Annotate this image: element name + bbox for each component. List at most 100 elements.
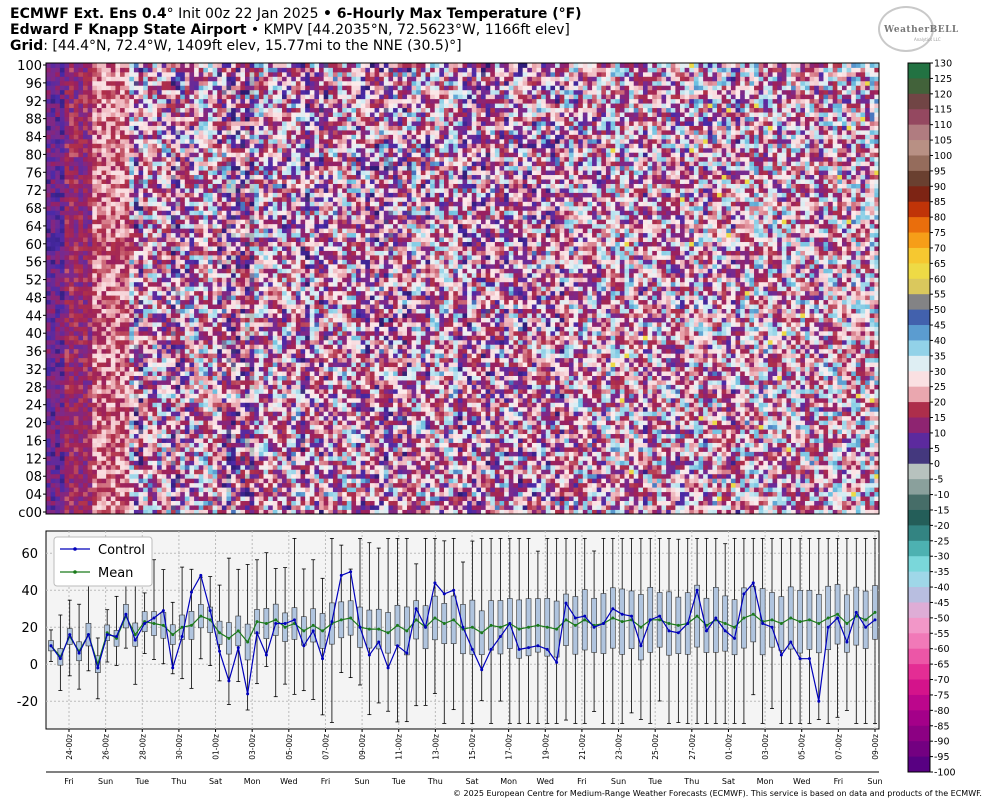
heatmap-cell <box>203 501 208 506</box>
heatmap-cell <box>259 130 264 135</box>
heatmap-cell <box>245 224 250 229</box>
heatmap-cell <box>189 268 194 273</box>
heatmap-cell <box>125 201 130 206</box>
heatmap-cell <box>194 67 199 72</box>
heatmap-cell <box>264 193 269 198</box>
heatmap-cell <box>97 402 102 407</box>
heatmap-cell <box>120 81 125 86</box>
heatmap-cell <box>120 166 125 171</box>
heatmap-cell <box>264 344 269 349</box>
heatmap-cell <box>134 438 139 443</box>
heatmap-cell <box>236 469 241 474</box>
heatmap-cell <box>171 402 176 407</box>
heatmap-cell <box>194 393 199 398</box>
heatmap-cell <box>208 300 213 305</box>
heatmap-cells <box>46 63 879 514</box>
heatmap-cell <box>199 389 204 394</box>
heatmap-cell <box>152 67 157 72</box>
heatmap-cell <box>143 380 148 385</box>
heatmap-cell <box>166 233 171 238</box>
heatmap-cell <box>83 483 88 488</box>
heatmap-cell <box>60 201 65 206</box>
heatmap-cell <box>199 170 204 175</box>
heatmap-cell <box>222 251 227 256</box>
heatmap-cell <box>236 460 241 465</box>
heatmap-cell <box>189 237 194 242</box>
heatmap-cell <box>171 309 176 314</box>
heatmap-cell <box>129 219 134 224</box>
heatmap-cell <box>102 322 107 327</box>
heatmap-cell <box>264 210 269 215</box>
heatmap-cell <box>74 443 79 448</box>
heatmap-cell <box>203 460 208 465</box>
heatmap-cell <box>268 331 273 336</box>
heatmap-cell <box>139 152 144 157</box>
heatmap-cell <box>166 335 171 340</box>
heatmap-cell <box>134 264 139 269</box>
heatmap-cell <box>217 184 222 189</box>
heatmap-cell <box>180 251 185 256</box>
heatmap-cell <box>88 411 93 416</box>
heatmap-cell <box>203 295 208 300</box>
heatmap-cell <box>189 304 194 309</box>
heatmap-cell <box>236 103 241 108</box>
heatmap-cell <box>46 264 51 269</box>
heatmap-cell <box>92 286 97 291</box>
heatmap-cell <box>180 318 185 323</box>
heatmap-cell <box>194 438 199 443</box>
heatmap-cell <box>208 219 213 224</box>
heatmap-cell <box>162 166 167 171</box>
heatmap-cell <box>55 197 60 202</box>
heatmap-cell <box>51 99 56 104</box>
heatmap-cell <box>106 259 111 264</box>
heatmap-cell <box>162 380 167 385</box>
heatmap-cell <box>180 393 185 398</box>
heatmap-cell <box>125 152 130 157</box>
heatmap-cell <box>208 277 213 282</box>
heatmap-cell <box>120 201 125 206</box>
heatmap-cell <box>83 349 88 354</box>
heatmap-cell <box>55 126 60 131</box>
heatmap-cell <box>129 90 134 95</box>
heatmap-cell <box>65 188 70 193</box>
heatmap-cell <box>259 483 264 488</box>
heatmap-cell <box>199 425 204 430</box>
heatmap-cell <box>162 344 167 349</box>
heatmap-cell <box>203 478 208 483</box>
heatmap-cell <box>92 420 97 425</box>
heatmap-cell <box>166 429 171 434</box>
heatmap-cell <box>69 152 74 157</box>
heatmap-cell <box>268 438 273 443</box>
heatmap-cell <box>55 161 60 166</box>
heatmap-cell <box>217 380 222 385</box>
heatmap-cell <box>259 478 264 483</box>
heatmap-cell <box>83 326 88 331</box>
heatmap-cell <box>264 478 269 483</box>
heatmap-cell <box>65 447 70 452</box>
heatmap-cell <box>203 335 208 340</box>
heatmap-cell <box>208 460 213 465</box>
heatmap-cell <box>162 367 167 372</box>
heatmap-cell <box>254 380 259 385</box>
heatmap-cell <box>88 340 93 345</box>
heatmap-cell <box>115 264 120 269</box>
heatmap-cell <box>143 117 148 122</box>
heatmap-cell <box>231 411 236 416</box>
heatmap-cell <box>74 117 79 122</box>
heatmap-cell <box>78 376 83 381</box>
heatmap-cell <box>208 295 213 300</box>
heatmap-cell <box>134 282 139 287</box>
heatmap-cell <box>46 309 51 314</box>
heatmap-cell <box>264 443 269 448</box>
heatmap-cell <box>222 63 227 68</box>
heatmap-cell <box>129 197 134 202</box>
heatmap-cell <box>143 322 148 327</box>
heatmap-cell <box>194 63 199 68</box>
heatmap-cell <box>213 121 218 126</box>
heatmap-cell <box>139 443 144 448</box>
heatmap-cell <box>189 148 194 153</box>
heatmap-cell <box>102 460 107 465</box>
heatmap-cell <box>273 460 278 465</box>
heatmap-cell <box>166 201 171 206</box>
heatmap-cell <box>176 425 181 430</box>
